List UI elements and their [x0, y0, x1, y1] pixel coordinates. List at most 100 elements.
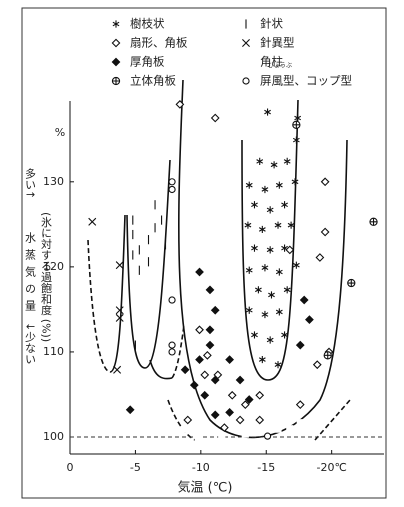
diamond-point	[235, 375, 245, 385]
column-point	[296, 419, 304, 425]
y-tick-label: 100	[43, 430, 64, 443]
cup-point	[242, 77, 250, 85]
asterisk-point	[261, 185, 269, 194]
asterisk-point	[291, 178, 299, 186]
asterisk-point	[281, 331, 288, 339]
cross-point	[88, 217, 97, 226]
diamond-point	[205, 285, 215, 295]
asterisk-point	[294, 114, 302, 122]
asterisk-point	[275, 308, 283, 316]
circle-plus-point	[292, 120, 301, 129]
legend-label: 扇形、角板	[130, 36, 188, 50]
diamond-point	[175, 100, 185, 109]
ruby: びょうぶ	[268, 62, 292, 70]
diamond-point	[295, 340, 305, 350]
x-tick-label: -10	[192, 461, 210, 474]
diamond-point	[225, 407, 234, 417]
column-point	[206, 427, 214, 433]
asterisk-point	[266, 336, 274, 344]
asterisk-point	[256, 157, 264, 165]
column-point	[190, 409, 198, 415]
asterisk-point	[281, 201, 288, 209]
y-tick-label: 130	[43, 175, 64, 188]
asterisk-point	[275, 268, 283, 276]
x-tick-label: -20℃	[317, 461, 347, 474]
diamond-point	[210, 113, 220, 123]
asterisk-point	[283, 157, 291, 165]
circle-plus-point	[369, 217, 378, 226]
cup-point	[168, 348, 176, 356]
asterisk-point	[251, 244, 258, 252]
diamond-point	[299, 295, 309, 305]
curve	[167, 399, 196, 441]
asterisk-point	[266, 246, 274, 254]
curve	[314, 399, 351, 441]
legend-label: 立体角板	[130, 74, 176, 88]
curve	[149, 359, 173, 380]
diamond-point	[111, 38, 121, 48]
legend-label: 屏風型、コップ型	[260, 74, 352, 88]
diamond-point	[125, 405, 135, 415]
legend-label: 角柱	[260, 55, 283, 69]
circle-plus-point	[111, 76, 121, 86]
cross-point	[115, 313, 124, 322]
diamond-point	[285, 245, 295, 255]
column-point	[305, 417, 314, 423]
diamond-point	[320, 227, 330, 237]
cup-point	[168, 296, 176, 304]
diamond-point	[255, 415, 265, 425]
legend-label: 針状	[260, 17, 283, 31]
diamond-point	[210, 305, 220, 315]
column-point	[181, 427, 189, 433]
frame	[21, 7, 387, 499]
y-label: (氷に対する過飽和度 (%))	[40, 212, 53, 342]
diamond-point	[210, 410, 220, 420]
x-tick-label: -15	[257, 461, 275, 474]
diamond-point	[200, 390, 210, 400]
diamond-point	[305, 315, 314, 324]
diamond-point	[240, 400, 250, 410]
cross-point	[242, 39, 250, 47]
curve	[109, 214, 126, 373]
x-tick-label: 0	[67, 461, 74, 474]
asterisk-point	[264, 108, 271, 116]
asterisk-point	[287, 221, 295, 229]
y-unit: %	[55, 126, 65, 139]
diamond-point	[205, 340, 215, 350]
diamond-point	[235, 415, 245, 425]
column-point	[218, 435, 226, 441]
cross-point	[115, 306, 124, 315]
asterisk-point	[266, 206, 274, 214]
column-point	[165, 412, 174, 418]
cup-point	[168, 185, 176, 194]
diamond-point	[195, 325, 204, 335]
asterisk-point	[244, 221, 252, 229]
y-tick-label: 120	[43, 260, 64, 273]
curve	[241, 99, 299, 381]
diamond-point	[200, 370, 210, 380]
column-point	[242, 59, 250, 65]
asterisk-point	[245, 266, 253, 274]
circle-plus-point	[323, 351, 332, 360]
diamond-point	[183, 415, 193, 425]
asterisk-point	[258, 225, 266, 234]
cross-point	[113, 365, 122, 374]
diamond-point	[320, 177, 330, 187]
x-label: 気温 (℃)	[178, 480, 233, 496]
diamond-point	[111, 57, 121, 67]
column-point	[241, 432, 249, 438]
diamond-point	[227, 390, 237, 400]
y-label: 多い↑	[24, 167, 37, 200]
column-point	[216, 195, 225, 201]
legend-label: 厚角板	[130, 55, 165, 69]
boundary-curves	[87, 79, 351, 441]
asterisk-point	[245, 181, 253, 189]
asterisk-point	[275, 181, 283, 189]
asterisk-point	[292, 261, 300, 269]
asterisk-point	[270, 161, 278, 169]
column-point	[274, 427, 282, 433]
diamond-point	[195, 355, 204, 364]
asterisk-point	[283, 286, 291, 294]
y-tick-label: 110	[43, 345, 64, 358]
